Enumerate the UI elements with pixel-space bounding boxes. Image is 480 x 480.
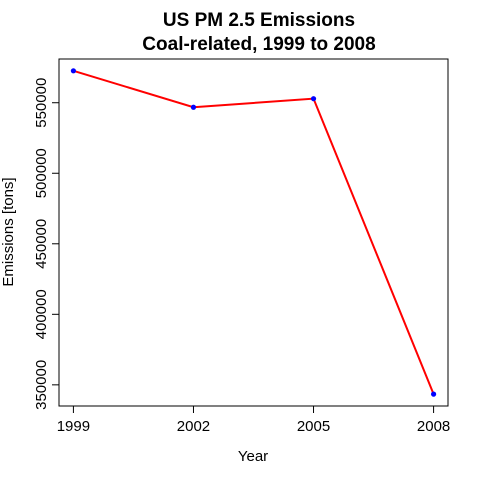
series-layer (70, 68, 437, 397)
data-point (310, 96, 317, 102)
x-tick-label: 2005 (297, 418, 330, 435)
data-point (190, 104, 197, 110)
y-axis: 350000 400000 450000 500000 550000 (33, 78, 59, 410)
y-tick-label: 350000 (33, 360, 50, 410)
data-point (430, 391, 437, 397)
y-tick-label: 450000 (33, 219, 50, 269)
x-tick-label: 2002 (177, 418, 210, 435)
chart-title: US PM 2.5 Emissions (163, 10, 355, 31)
x-tick-label: 2008 (417, 418, 450, 435)
chart-subtitle: Coal-related, 1999 to 2008 (142, 34, 375, 55)
x-axis: 1999 2002 2005 2008 (57, 406, 450, 435)
y-tick-label: 550000 (33, 78, 50, 128)
data-point (70, 68, 77, 74)
plot-frame (58, 58, 449, 407)
series-line (73, 69, 435, 395)
y-tick-label: 500000 (33, 148, 50, 198)
y-axis-label: Emissions [tons] (0, 177, 17, 286)
x-axis-label: Year (238, 448, 268, 465)
y-tick-label: 400000 (33, 289, 50, 339)
x-tick-label: 1999 (57, 418, 90, 435)
